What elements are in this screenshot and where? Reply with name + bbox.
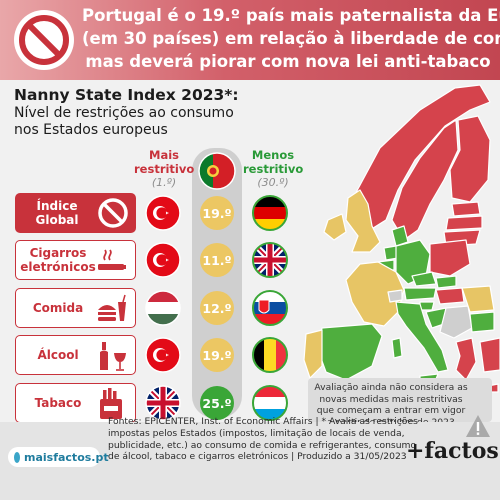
map-balkans (439, 305, 473, 339)
least-restrictive-header: Menos restritivo (30.º) (243, 148, 303, 190)
burger-drink-icon (98, 294, 126, 321)
least-restrictive-label: restritivo (243, 162, 304, 176)
europe-map (303, 84, 500, 393)
map-turkey (479, 337, 500, 373)
map-romania (461, 285, 495, 313)
map-denmark (391, 225, 409, 247)
least-restrictive-rank: (30.º) (257, 176, 289, 189)
most-restrictive-header: Mais restritivo (1.º) (134, 148, 194, 190)
footer-line: de álcool, tabaco e cigarros eletrónicos… (108, 451, 407, 463)
title-line: mas deverá piorar com nova lei anti-taba… (85, 52, 491, 71)
map-sweden (391, 119, 459, 241)
map-spain (317, 323, 383, 381)
turkey-flag (145, 195, 181, 231)
belgium-flag (252, 337, 288, 373)
most-restrictive-label: Mais (149, 148, 179, 162)
subtitle-title: Nanny State Index 2023*: (14, 86, 239, 104)
map-czechia (411, 271, 437, 287)
portugal-rank-global: 19.º (200, 196, 234, 230)
map-finland (449, 115, 491, 203)
portugal-flag (198, 152, 236, 190)
least-restrictive-label: Menos (251, 148, 295, 162)
row-label-line: Comida (32, 301, 84, 315)
site-logo-icon (14, 451, 20, 463)
luxembourg-flag (252, 385, 288, 421)
no-entry-icon (98, 198, 128, 228)
footer-line: impostas pelos Estados (impostos, limita… (108, 427, 405, 439)
site-url: maisfactos.pt (24, 450, 109, 464)
map-austria (403, 287, 437, 301)
map-latvia (445, 215, 483, 231)
row-label-line: Global (35, 213, 79, 227)
map-slovenia (419, 301, 435, 311)
uk-flag (145, 385, 181, 421)
row-label-tobacco: Tabaco (15, 383, 136, 423)
portugal-column (192, 148, 242, 418)
map-greece (455, 337, 477, 381)
row-label-text: Comida (20, 289, 96, 327)
row-label-text: Índice Global (19, 193, 95, 233)
row-label-line: Índice (36, 199, 78, 213)
map-estonia (451, 201, 481, 217)
portugal-rank-e-cigarettes: 11.º (200, 243, 234, 277)
portugal-rank-tobacco: 25.º (200, 386, 234, 420)
row-label-text: Álcool (20, 336, 96, 374)
most-restrictive-rank: (1.º) (151, 176, 177, 189)
prohibited-icon (14, 10, 74, 70)
portugal-rank-alcohol: 19.º (200, 338, 234, 372)
site-link[interactable]: maisfactos.pt (8, 447, 109, 467)
row-label-alcohol: Álcool (15, 335, 136, 375)
subtitle-line: nos Estados europeus (14, 122, 168, 138)
row-label-line: eletrónicos (20, 260, 96, 274)
row-label-text: Cigarros eletrónicos (20, 241, 96, 279)
row-label-e-cigarettes: Cigarros eletrónicos (15, 240, 136, 280)
portugal-rank-food: 12.º (200, 291, 234, 325)
map-slovakia (435, 275, 457, 289)
brand-logo: +factos (406, 438, 499, 464)
row-label-text: Tabaco (20, 384, 96, 422)
e-cigarette-icon (98, 249, 126, 270)
row-label-global-index: Índice Global (15, 193, 136, 233)
map-uk (345, 189, 381, 253)
turkey-flag (145, 242, 181, 278)
note-line: Avaliação ainda não considera as (314, 382, 468, 393)
note-line: que começam a entrar em vigor (316, 405, 466, 416)
map-ireland (323, 213, 347, 241)
map-sardinia (391, 337, 403, 359)
row-label-line: Tabaco (34, 396, 82, 410)
warning-icon (466, 415, 490, 437)
map-poland (429, 239, 471, 277)
hungary-flag (145, 290, 181, 326)
cigarette-pack-icon (100, 388, 122, 419)
slovakia-flag (252, 290, 288, 326)
map-hungary (435, 287, 465, 305)
footer-line: publicidade, etc.) ao consumo de comida … (108, 439, 417, 451)
title-line: (em 30 países) em relação à liberdade de… (82, 29, 500, 48)
map-switzerland (387, 289, 403, 303)
subtitle: Nanny State Index 2023*: Nível de restri… (14, 86, 264, 139)
wine-bottle-glass-icon (100, 342, 126, 371)
title-banner: Portugal é o 19.º país mais paternalista… (0, 0, 500, 80)
title-line: Portugal é o 19.º país mais paternalista… (82, 6, 500, 25)
map-portugal (303, 329, 323, 379)
row-label-line: Álcool (37, 348, 79, 362)
row-label-food: Comida (15, 288, 136, 328)
map-france (345, 261, 405, 327)
page-title: Portugal é o 19.º país mais paternalista… (82, 4, 500, 73)
note-line: novas medidas mais restritivas (319, 393, 463, 405)
turkey-flag (145, 337, 181, 373)
uk-flag (252, 242, 288, 278)
subtitle-line: Nível de restrições ao consumo (14, 105, 234, 121)
map-italy (395, 301, 449, 373)
germany-flag (252, 195, 288, 231)
footer-line: Fontes: EPICENTER, Inst. of Economic Aff… (108, 416, 418, 427)
footer-sources: Fontes: EPICENTER, Inst. of Economic Aff… (108, 416, 418, 463)
most-restrictive-label: restritivo (134, 162, 195, 176)
row-label-line: Cigarros (29, 246, 87, 260)
map-bulgaria (469, 311, 495, 333)
